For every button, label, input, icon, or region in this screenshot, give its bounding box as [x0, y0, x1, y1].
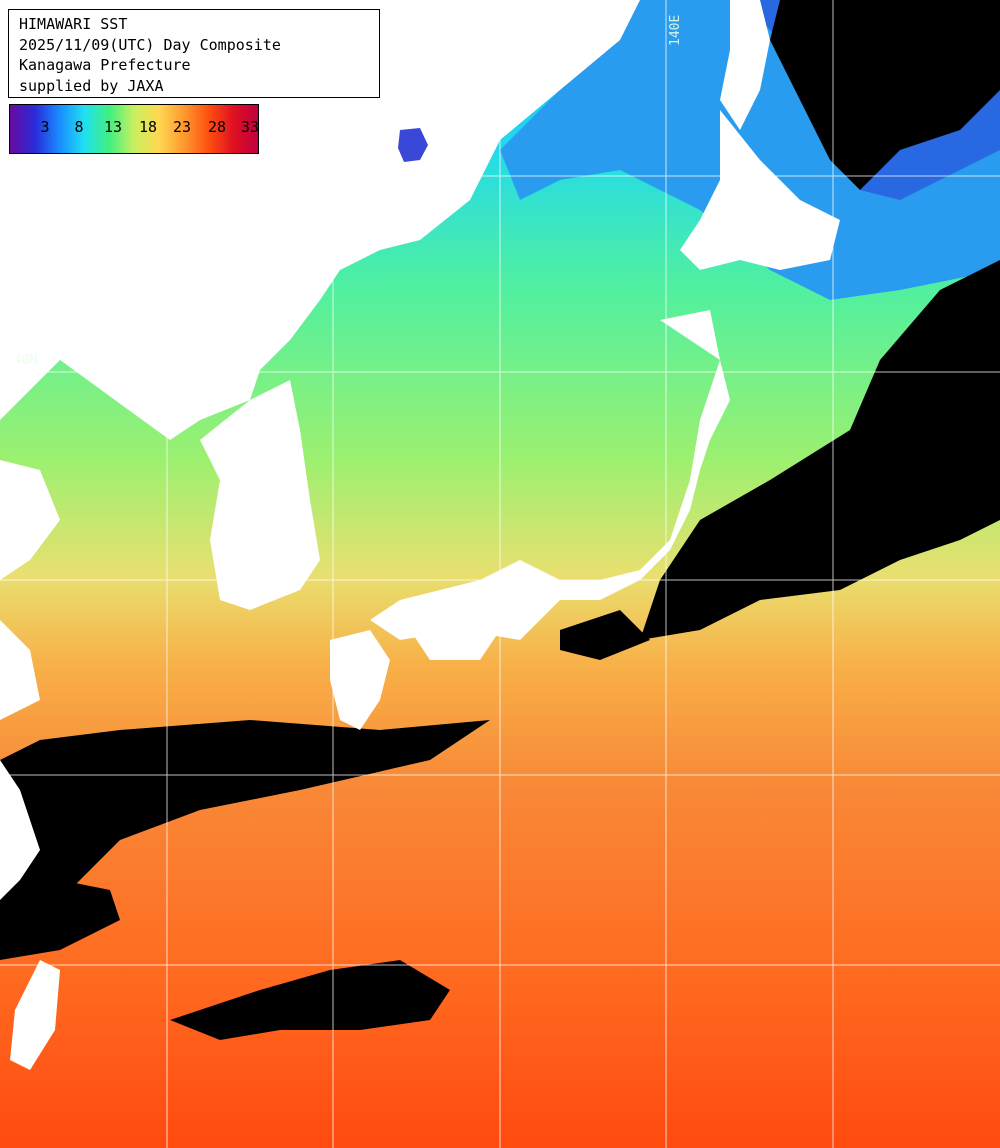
info-line-date: 2025/11/09(UTC) Day Composite	[19, 35, 281, 54]
land-shikoku	[410, 620, 500, 660]
info-line-region: Kanagawa Prefecture	[19, 56, 191, 74]
latitude-label: 40N	[14, 353, 38, 368]
info-line-source: supplied by JAXA	[19, 76, 164, 95]
legend-tick: 3	[40, 118, 50, 136]
land-honshu	[370, 310, 730, 640]
cloud-southwest	[0, 880, 120, 960]
color-scale-bar	[10, 105, 258, 153]
land-china-coast	[0, 460, 60, 900]
land-hokkaido	[680, 110, 840, 270]
legend-tick: 18	[138, 118, 158, 136]
legend-tick: 13	[103, 118, 123, 136]
cloud-north-corner	[770, 0, 1000, 190]
land-korea	[200, 380, 320, 610]
cloud-band-south	[0, 720, 490, 930]
land-island-north	[398, 128, 428, 162]
longitude-label: 140E	[668, 14, 683, 46]
land-sakhalin	[720, 0, 770, 130]
land-taiwan	[10, 960, 60, 1070]
cloud-shikoku	[560, 610, 650, 660]
legend-tick: 33	[240, 118, 259, 136]
cloud-northeast	[640, 260, 1000, 640]
color-scale-legend: 3 8 13 18 23 28 33	[9, 104, 259, 154]
map-info-box: HIMAWARI SST 2025/11/09(UTC) Day Composi…	[8, 9, 380, 98]
color-scale-ticks: 3 8 13 18 23 28 33	[10, 105, 258, 153]
legend-tick: 28	[207, 118, 227, 136]
cloud-south-cluster	[170, 960, 450, 1040]
info-line-title: HIMAWARI SST	[19, 15, 128, 33]
legend-tick: 23	[172, 118, 192, 136]
land-kyushu	[330, 630, 390, 730]
legend-tick: 8	[74, 118, 84, 136]
